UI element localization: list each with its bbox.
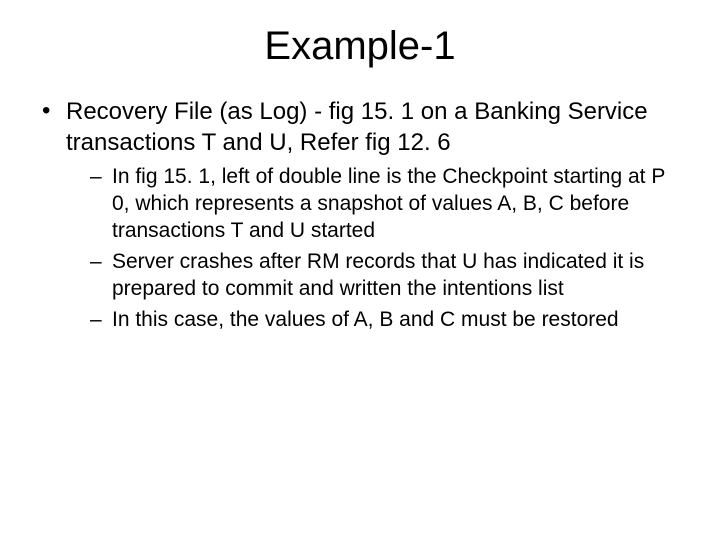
bullet-list-level2: In fig 15. 1, left of double line is the… — [66, 164, 680, 333]
bullet-text: In fig 15. 1, left of double line is the… — [112, 165, 665, 242]
list-item: Server crashes after RM records that U h… — [90, 249, 680, 303]
slide: Example-1 Recovery File (as Log) - fig 1… — [0, 0, 720, 540]
list-item: In this case, the values of A, B and C m… — [90, 307, 680, 334]
slide-body: Recovery File (as Log) - fig 15. 1 on a … — [0, 69, 720, 334]
bullet-text: Server crashes after RM records that U h… — [112, 250, 644, 300]
bullet-text: Recovery File (as Log) - fig 15. 1 on a … — [66, 98, 648, 156]
bullet-list-level1: Recovery File (as Log) - fig 15. 1 on a … — [40, 97, 680, 334]
slide-title: Example-1 — [0, 0, 720, 69]
bullet-text: In this case, the values of A, B and C m… — [112, 308, 619, 331]
list-item: Recovery File (as Log) - fig 15. 1 on a … — [40, 97, 680, 334]
list-item: In fig 15. 1, left of double line is the… — [90, 164, 680, 245]
